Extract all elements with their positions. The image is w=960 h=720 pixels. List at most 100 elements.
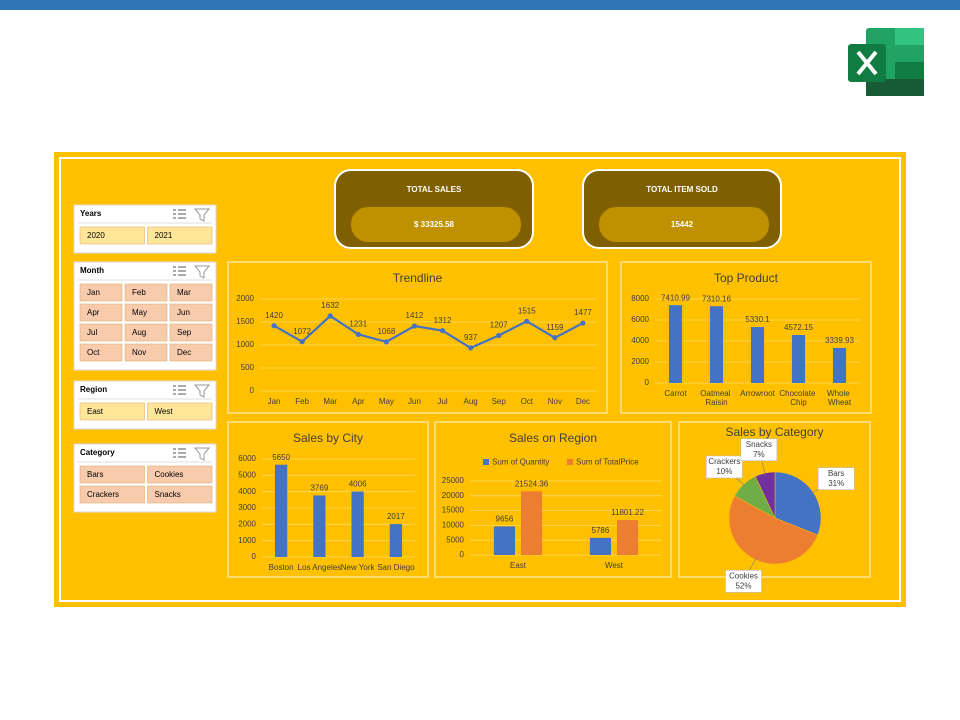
x-tick-label: Los Angeles xyxy=(298,563,342,572)
trend-line xyxy=(273,314,584,350)
slicer-item[interactable] xyxy=(79,485,145,504)
x-tick-label: Arrowroot xyxy=(740,389,775,398)
x-tick-label: Boston xyxy=(269,563,294,572)
x-tick-label: San Diego xyxy=(377,563,415,572)
slicer-item[interactable] xyxy=(124,323,168,342)
slicer-item-label[interactable]: Sep xyxy=(177,328,192,337)
bar xyxy=(275,464,288,557)
slicer-item[interactable] xyxy=(169,283,213,302)
x-tick-label: Oatmeal Raisin xyxy=(700,389,732,407)
slicer-item[interactable] xyxy=(169,323,213,342)
slicer-item-label[interactable]: Snacks xyxy=(155,490,181,499)
y-tick-label: 5000 xyxy=(446,535,464,544)
slicer-item-label[interactable]: Jan xyxy=(87,288,100,297)
legend-swatch xyxy=(483,459,489,465)
slicer-item-label[interactable]: Aug xyxy=(132,328,146,337)
slicer-item-label[interactable]: Feb xyxy=(132,288,146,297)
slicer-item-label[interactable]: May xyxy=(132,308,147,317)
slicer-item-label[interactable]: Jun xyxy=(177,308,190,317)
slicer-item[interactable] xyxy=(147,465,213,484)
slicer-item[interactable] xyxy=(147,485,213,504)
slicer-item-label[interactable]: Cookies xyxy=(155,470,184,479)
chart-panel xyxy=(620,261,872,414)
point xyxy=(411,323,418,329)
slicer-item[interactable] xyxy=(79,343,123,362)
slicer-item-label[interactable]: Jul xyxy=(87,328,97,337)
slicer-item-label[interactable]: Oct xyxy=(87,348,100,357)
multi-select-icon xyxy=(173,266,186,276)
slicer-item[interactable] xyxy=(79,283,123,302)
y-tick-label: 1000 xyxy=(238,536,256,545)
data-label: 9656 xyxy=(496,515,514,524)
slicer-item[interactable] xyxy=(124,283,168,302)
slicer-item[interactable] xyxy=(169,303,213,322)
x-tick-label: Jun xyxy=(408,397,421,406)
data-label: 4006 xyxy=(349,480,367,489)
slicer-item[interactable] xyxy=(147,226,213,245)
slicer-item-label[interactable]: Nov xyxy=(132,348,146,357)
data-label: 1231 xyxy=(349,319,367,328)
slicer-item[interactable] xyxy=(79,303,123,322)
data-label: 1068 xyxy=(377,327,395,336)
slicer-item[interactable] xyxy=(169,343,213,362)
y-tick-label: 0 xyxy=(645,378,650,387)
x-tick-label: Jan xyxy=(268,397,281,406)
data-label: 5650 xyxy=(272,453,290,462)
data-label-box xyxy=(725,570,762,593)
slicer-item-label[interactable]: East xyxy=(87,407,104,416)
slicer-item[interactable] xyxy=(147,402,213,421)
y-tick-label: 20000 xyxy=(442,491,465,500)
slicer-item-label[interactable]: 2021 xyxy=(155,231,173,240)
icon-part xyxy=(895,62,924,79)
data-label: 11801.22 xyxy=(611,508,644,517)
slicer-title: Years xyxy=(80,209,102,218)
data-label: 1477 xyxy=(574,308,592,317)
slicer-item-label[interactable]: 2020 xyxy=(87,231,105,240)
y-tick-label: 6000 xyxy=(631,315,649,324)
slicer-item[interactable] xyxy=(79,323,123,342)
x-tick-label: Nov xyxy=(548,397,562,406)
icon-part xyxy=(866,79,924,96)
slicer-item-label[interactable]: Dec xyxy=(177,348,191,357)
y-tick-label: 3000 xyxy=(238,503,256,512)
kpi-pill xyxy=(351,207,521,242)
pie-value-label: 7% xyxy=(753,450,765,459)
y-tick-label: 1500 xyxy=(236,317,254,326)
data-label: 7410.99 xyxy=(661,293,690,302)
x-tick-label: Apr xyxy=(352,397,365,406)
x-tick-label: West xyxy=(605,561,624,570)
data-label: 4572.15 xyxy=(784,323,813,332)
inner-border xyxy=(59,157,901,602)
slicer-item[interactable] xyxy=(124,343,168,362)
multi-select-icon xyxy=(173,209,186,219)
chart-title: Sales by Category xyxy=(725,425,823,439)
bar xyxy=(668,305,683,383)
slicer-item[interactable] xyxy=(124,303,168,322)
slicer-item-label[interactable]: Bars xyxy=(87,470,103,479)
slicer-item[interactable] xyxy=(79,402,145,421)
slicer-item-label[interactable]: Crackers xyxy=(87,490,119,499)
data-label: 5330.1 xyxy=(745,315,770,324)
slicer-item[interactable] xyxy=(79,226,145,245)
pie-label: Crackers xyxy=(708,457,740,466)
slicer-item[interactable] xyxy=(79,465,145,484)
point xyxy=(299,339,305,345)
data-label: 1312 xyxy=(434,316,452,325)
slicer-item-label[interactable]: Mar xyxy=(177,288,191,297)
bar xyxy=(791,334,806,383)
point xyxy=(355,331,361,337)
top-bar xyxy=(0,0,960,10)
bar xyxy=(832,347,847,383)
y-tick-label: 25000 xyxy=(442,476,465,485)
pie-value-label: 31% xyxy=(828,479,844,488)
slicer-item-label[interactable]: West xyxy=(155,407,174,416)
data-label: 3769 xyxy=(310,484,328,493)
pie-label: Bars xyxy=(828,469,844,478)
pie-label: Snacks xyxy=(746,440,772,449)
y-tick-label: 10000 xyxy=(442,521,465,530)
kpi-title: TOTAL ITEM SOLD xyxy=(646,185,718,194)
y-tick-label: 2000 xyxy=(238,519,256,528)
data-label: 1420 xyxy=(265,311,283,320)
kpi-pill xyxy=(599,207,769,242)
slicer-item-label[interactable]: Apr xyxy=(87,308,100,317)
